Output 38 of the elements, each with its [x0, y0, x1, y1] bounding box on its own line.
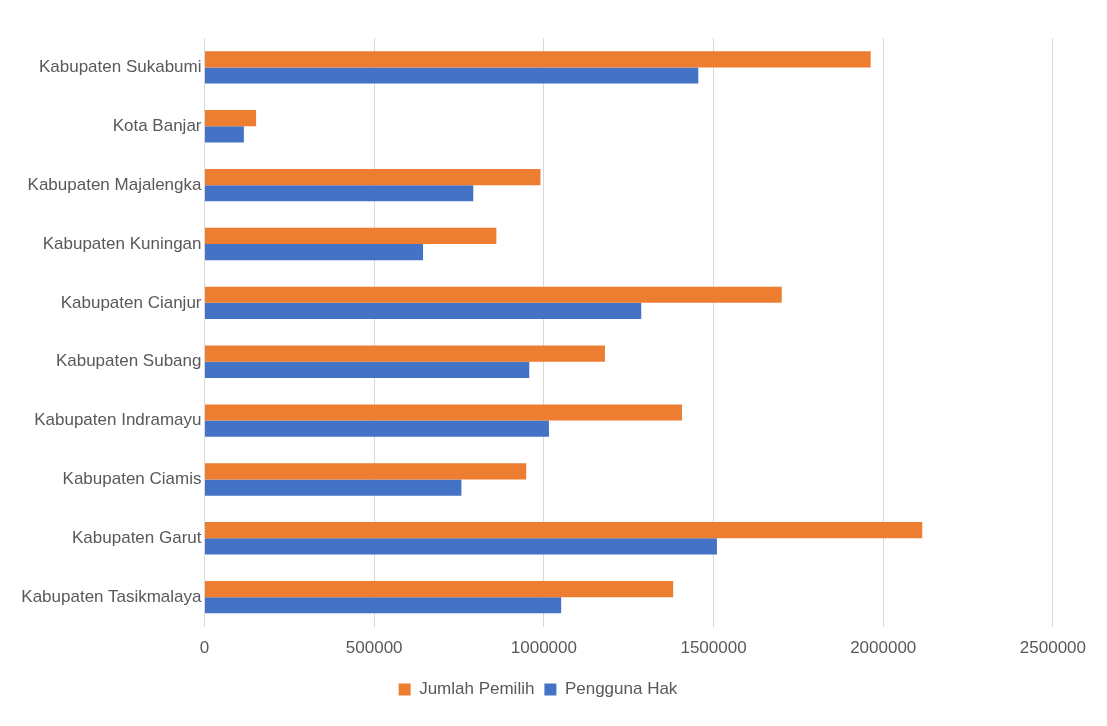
- y-tick-label: Kabupaten Ciamis: [62, 469, 202, 489]
- x-tick-label: 2500000: [1019, 638, 1086, 658]
- bar: [205, 51, 871, 68]
- bar: [205, 404, 682, 421]
- bar: [205, 168, 541, 186]
- y-tick-label: Kota Banjar: [112, 115, 202, 135]
- bar: [205, 538, 717, 555]
- y-tick-label: Kabupaten Cianjur: [60, 292, 202, 312]
- y-tick-label: Kabupaten Garut: [72, 528, 202, 547]
- bar: [205, 580, 674, 598]
- bar: [205, 597, 562, 614]
- y-tick-label: Kabupaten Subang: [55, 351, 202, 371]
- bar: [205, 286, 782, 303]
- bar: [205, 479, 462, 496]
- bar: [205, 463, 527, 480]
- legend-label: Pengguna Hak: [564, 679, 678, 699]
- bar: [205, 420, 549, 437]
- x-tick-label: 0: [199, 638, 210, 658]
- y-tick-label: Kabupaten Tasikmalaya: [21, 586, 203, 606]
- y-tick-label: Kabupaten Indramayu: [34, 410, 202, 430]
- y-tick-label: Kabupaten Kuningan: [42, 233, 202, 253]
- x-tick-label: 2000000: [850, 638, 917, 658]
- bar: [205, 244, 424, 261]
- bar: [205, 302, 642, 320]
- bar: [205, 361, 530, 378]
- bar: [205, 185, 474, 202]
- bar: [205, 110, 257, 127]
- bar: [205, 345, 605, 362]
- x-tick-label: 1000000: [510, 638, 577, 658]
- bar: [205, 227, 497, 245]
- legend-label: Jumlah Pemilih: [419, 679, 535, 699]
- x-tick-label: 500000: [345, 638, 403, 658]
- y-tick-label: Kabupaten Sukabumi: [38, 57, 202, 77]
- y-tick-label: Kabupaten Majalengka: [27, 174, 203, 194]
- bar: [205, 522, 923, 539]
- bar: [205, 126, 244, 143]
- bar: [205, 67, 699, 84]
- x-tick-label: 1500000: [680, 638, 747, 658]
